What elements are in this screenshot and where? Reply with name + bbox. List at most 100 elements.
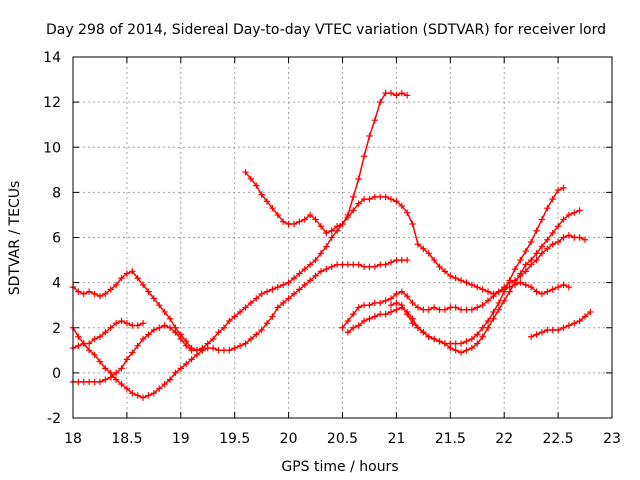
data-point bbox=[215, 347, 222, 354]
data-point bbox=[333, 261, 341, 268]
data-point bbox=[468, 306, 476, 313]
data-point bbox=[463, 338, 470, 345]
data-point bbox=[242, 304, 249, 311]
x-tick-label: 19 bbox=[172, 431, 190, 447]
data-point bbox=[350, 311, 357, 318]
data-point bbox=[242, 340, 249, 347]
data-point bbox=[134, 322, 141, 329]
data-point bbox=[420, 306, 427, 313]
data-point bbox=[91, 290, 98, 298]
data-point bbox=[409, 220, 416, 228]
data-point bbox=[236, 342, 244, 349]
data-point bbox=[156, 324, 163, 331]
data-point bbox=[506, 288, 513, 295]
series-9 bbox=[527, 308, 594, 340]
data-point bbox=[560, 234, 567, 241]
data-point bbox=[576, 234, 583, 241]
data-point bbox=[199, 344, 206, 352]
data-point bbox=[344, 317, 352, 325]
data-point bbox=[129, 322, 136, 329]
data-point bbox=[344, 329, 352, 336]
data-point bbox=[414, 304, 422, 311]
series-trace bbox=[390, 209, 581, 354]
data-point bbox=[80, 290, 87, 298]
data-point bbox=[274, 283, 282, 291]
data-point bbox=[139, 394, 147, 401]
data-point bbox=[274, 304, 282, 311]
y-axis-label: SDTVAR / TECUs bbox=[7, 181, 23, 296]
data-point bbox=[112, 320, 120, 327]
data-point bbox=[398, 256, 405, 264]
data-point bbox=[474, 331, 481, 338]
data-point bbox=[387, 89, 395, 97]
data-point bbox=[452, 340, 459, 347]
data-point bbox=[398, 89, 405, 97]
data-point bbox=[527, 256, 535, 264]
data-point bbox=[474, 283, 481, 291]
data-point bbox=[161, 322, 168, 329]
data-point bbox=[495, 288, 503, 295]
data-point bbox=[355, 304, 362, 311]
data-point bbox=[360, 195, 368, 203]
data-point bbox=[581, 236, 589, 243]
data-point bbox=[452, 304, 459, 311]
data-point bbox=[501, 288, 508, 295]
data-point bbox=[355, 322, 362, 329]
data-point bbox=[290, 274, 298, 282]
data-point bbox=[285, 295, 292, 302]
data-point bbox=[377, 98, 384, 106]
data-point bbox=[452, 347, 459, 354]
data-point bbox=[269, 204, 276, 212]
data-point bbox=[533, 288, 540, 295]
data-point bbox=[339, 324, 346, 331]
data-point bbox=[285, 279, 292, 286]
data-point bbox=[549, 241, 556, 248]
series-trace bbox=[530, 311, 592, 338]
data-point bbox=[382, 297, 389, 304]
data-point bbox=[220, 324, 228, 331]
data-point bbox=[231, 344, 238, 352]
data-point bbox=[317, 223, 325, 230]
data-point bbox=[150, 295, 158, 302]
data-point bbox=[280, 299, 287, 307]
data-point bbox=[517, 270, 524, 277]
data-point bbox=[258, 326, 265, 334]
data-point bbox=[538, 243, 546, 250]
data-point bbox=[517, 279, 524, 286]
data-point bbox=[463, 306, 470, 313]
data-point bbox=[436, 338, 443, 345]
data-point bbox=[269, 286, 276, 293]
data-point bbox=[560, 281, 567, 289]
data-point bbox=[554, 186, 562, 194]
data-point bbox=[96, 333, 104, 340]
data-point bbox=[355, 200, 362, 207]
data-point bbox=[398, 301, 405, 309]
data-point bbox=[527, 238, 535, 246]
data-point bbox=[522, 261, 529, 268]
x-axis-label: GPS time / hours bbox=[281, 459, 398, 475]
data-point bbox=[549, 229, 556, 237]
y-tick-label: -2 bbox=[47, 411, 61, 427]
data-point bbox=[166, 324, 174, 331]
data-point bbox=[403, 209, 411, 216]
data-point bbox=[474, 340, 481, 347]
data-point bbox=[172, 324, 179, 331]
series-layer bbox=[69, 89, 594, 401]
data-point bbox=[306, 261, 314, 268]
data-point bbox=[479, 286, 486, 293]
data-point bbox=[393, 256, 400, 264]
data-point bbox=[371, 313, 379, 320]
data-point bbox=[565, 283, 573, 291]
x-tick-label: 22.5 bbox=[543, 431, 574, 447]
data-point bbox=[538, 329, 546, 336]
data-point bbox=[285, 220, 292, 228]
data-point bbox=[484, 297, 492, 304]
data-point bbox=[145, 288, 152, 295]
data-point bbox=[172, 369, 179, 377]
data-point bbox=[484, 317, 492, 325]
data-point bbox=[506, 277, 513, 284]
data-point bbox=[490, 292, 497, 300]
series-5 bbox=[242, 89, 411, 237]
data-point bbox=[91, 351, 98, 359]
